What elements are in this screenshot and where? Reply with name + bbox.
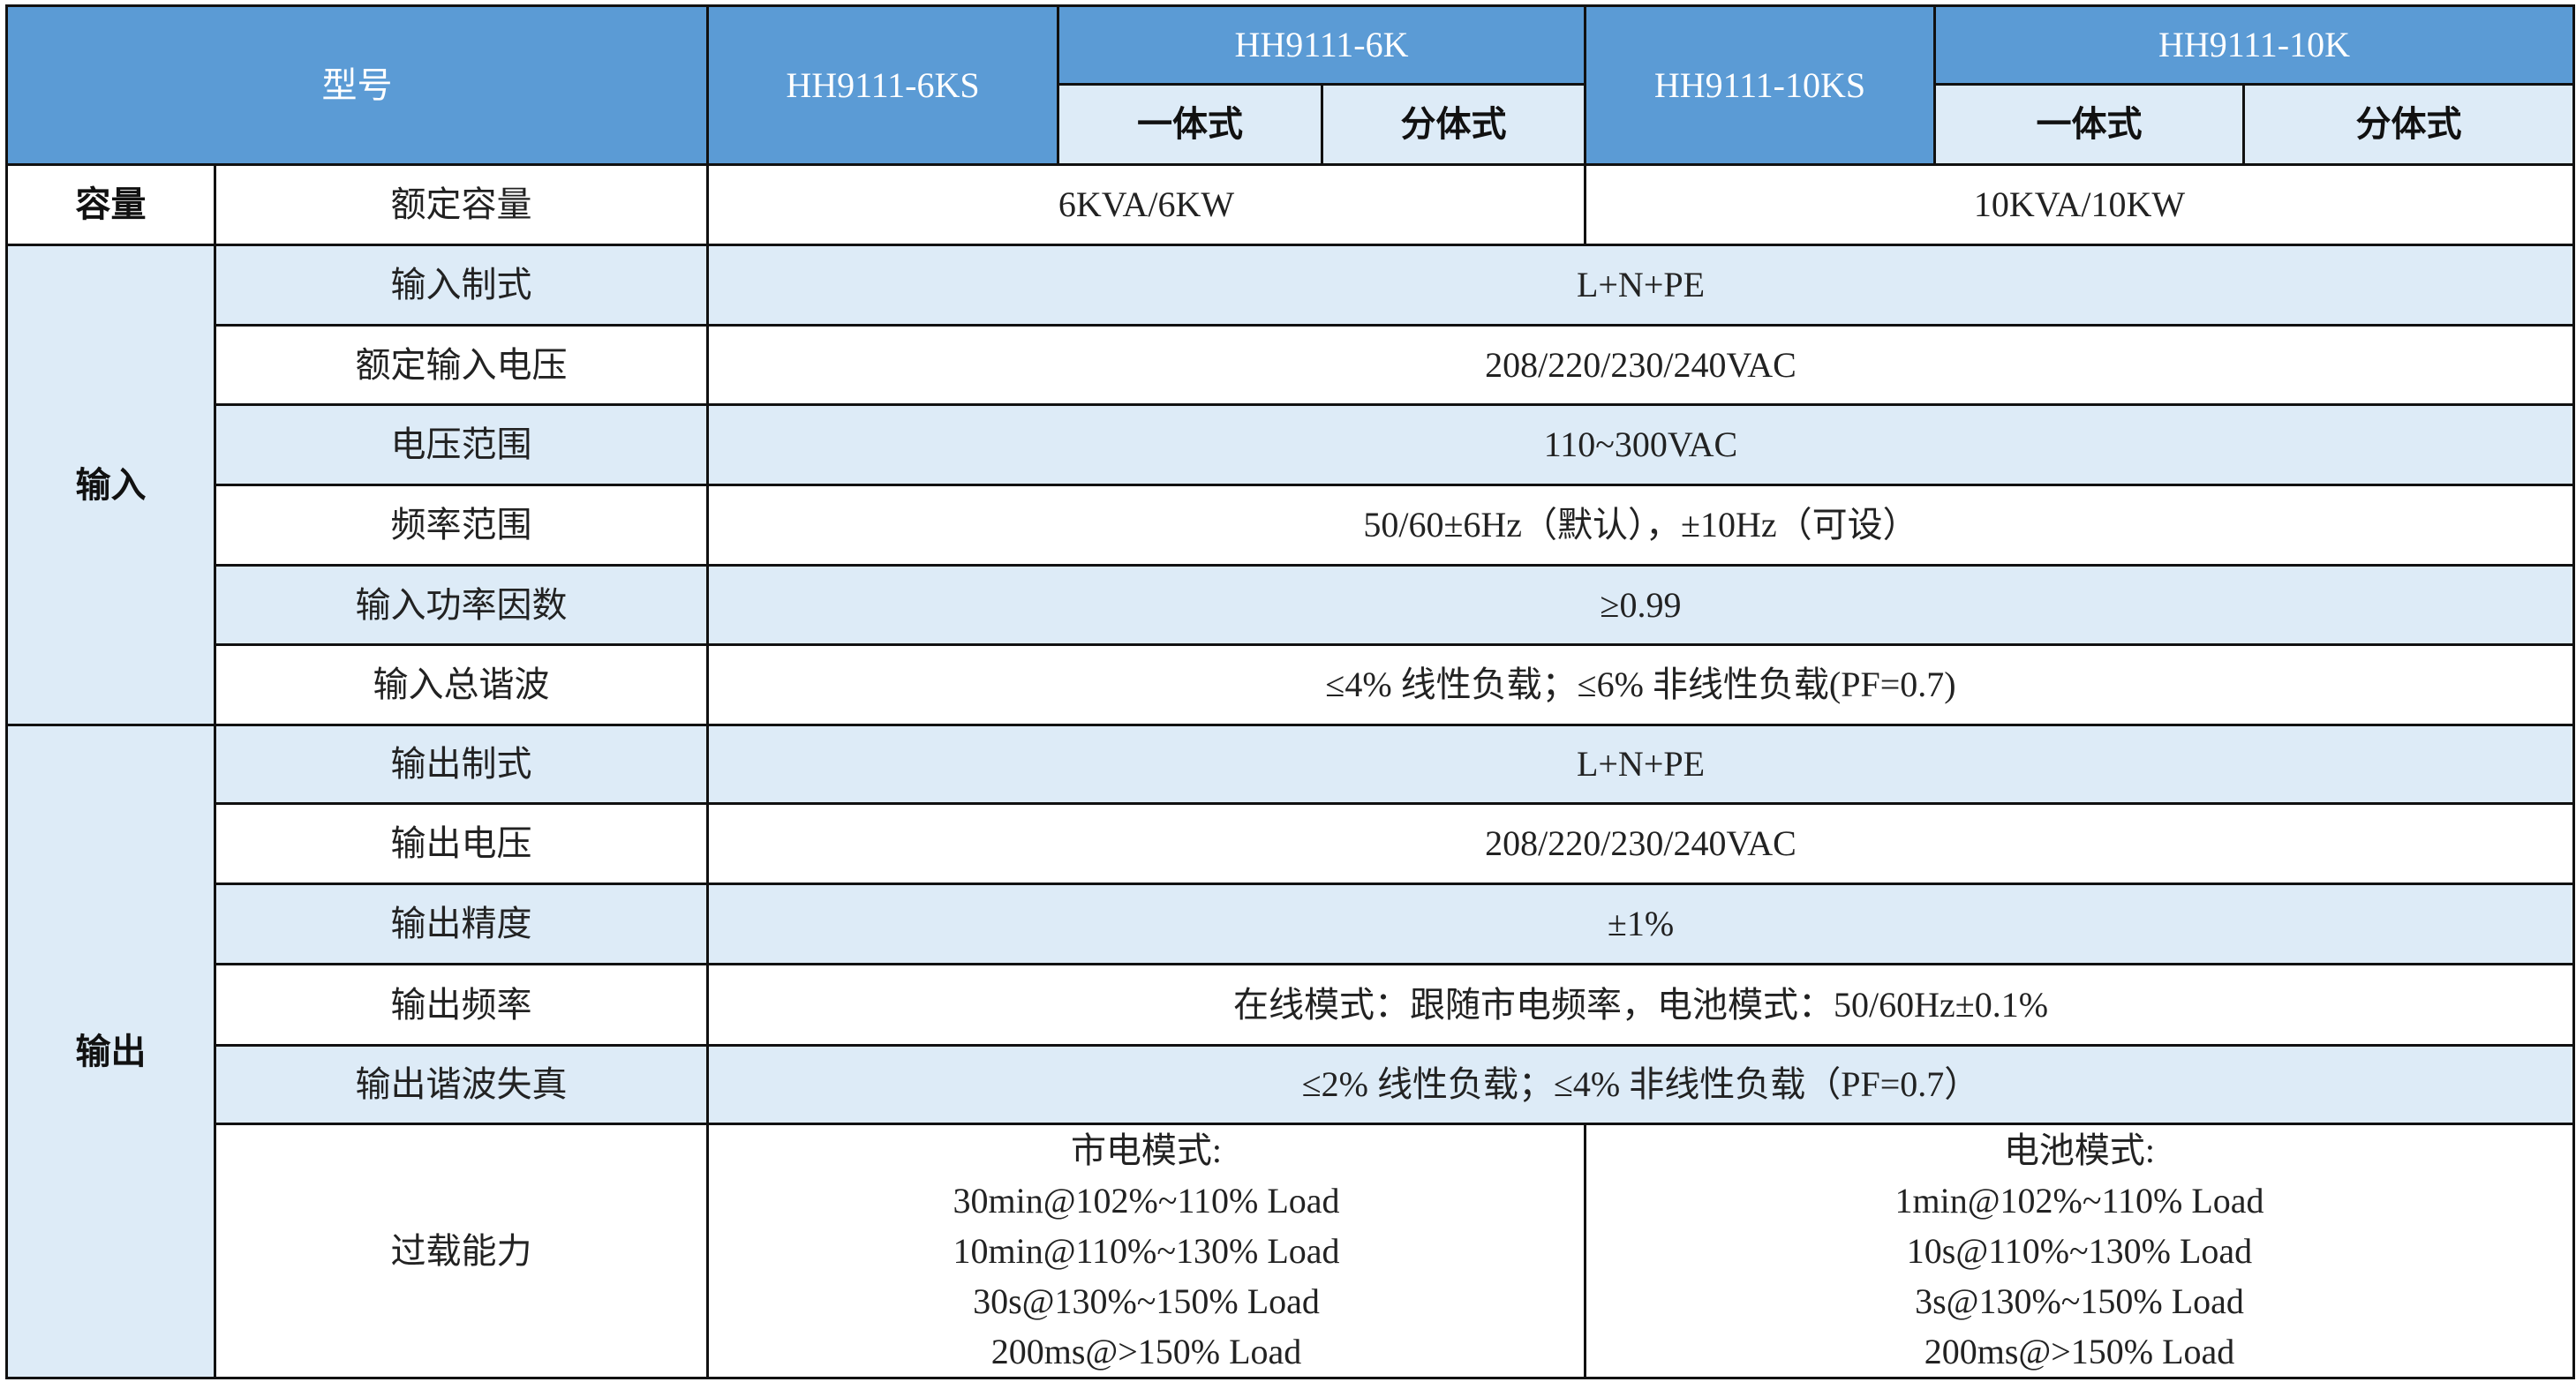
group-output: 输出 xyxy=(5,724,216,1379)
row-label: 过载能力 xyxy=(214,1123,709,1379)
overload-line: 3s@130%~150% Load xyxy=(1915,1281,2244,1321)
row-value: ≤4% 线性负载；≤6% 非线性负载(PF=0.7) xyxy=(706,643,2575,726)
row-value: 110~300VAC xyxy=(706,403,2575,486)
overload-battery-title: 电池模式: xyxy=(2003,1130,2156,1170)
overload-line: 30min@102%~110% Load xyxy=(953,1181,1340,1221)
overload-line: 30s@130%~150% Load xyxy=(973,1281,1320,1321)
row-label: 输入功率因数 xyxy=(214,564,709,646)
row-label: 频率范围 xyxy=(214,484,709,567)
overload-battery: 电池模式: 1min@102%~110% Load 10s@110%~130% … xyxy=(1584,1123,2575,1379)
capacity-10k: 10KVA/10KW xyxy=(1584,163,2575,246)
overload-line: 200ms@>150% Load xyxy=(1924,1332,2235,1371)
row-label: 输出电压 xyxy=(214,802,709,885)
model-6k: HH9111-6K xyxy=(1057,4,1586,86)
model-6ks: HH9111-6KS xyxy=(706,4,1059,166)
row-label: 输出频率 xyxy=(214,963,709,1047)
row-label: 额定输入电压 xyxy=(214,324,709,406)
overload-mains-title: 市电模式: xyxy=(1070,1130,1223,1170)
spec-table: 型号 HH9111-6KS HH9111-6K HH9111-10KS HH91… xyxy=(5,4,2575,1379)
row-value: 在线模式：跟随市电频率，电池模式：50/60Hz±0.1% xyxy=(706,963,2575,1047)
overload-line: 10s@110%~130% Load xyxy=(1906,1231,2253,1271)
overload-line: 1min@102%~110% Load xyxy=(1894,1181,2264,1221)
subtype-10k-split: 分体式 xyxy=(2242,83,2575,166)
subtype-6k-split: 分体式 xyxy=(1321,83,1586,166)
capacity-6k: 6KVA/6KW xyxy=(706,163,1586,246)
overload-mains: 市电模式: 30min@102%~110% Load 10min@110%~13… xyxy=(706,1123,1586,1379)
model-10ks: HH9111-10KS xyxy=(1584,4,1936,166)
row-value: 50/60±6Hz（默认），±10Hz（可设） xyxy=(706,484,2575,567)
row-label: 输入总谐波 xyxy=(214,643,709,726)
subtype-10k-integrated: 一体式 xyxy=(1933,83,2245,166)
model-header: 型号 xyxy=(5,4,709,166)
group-capacity: 容量 xyxy=(5,163,216,246)
overload-line: 200ms@>150% Load xyxy=(990,1332,1302,1371)
row-label: 额定容量 xyxy=(214,163,709,246)
row-value: ±1% xyxy=(706,883,2575,965)
row-value: 208/220/230/240VAC xyxy=(706,324,2575,406)
row-value: 208/220/230/240VAC xyxy=(706,802,2575,885)
row-label: 输出谐波失真 xyxy=(214,1044,709,1125)
row-label: 输出制式 xyxy=(214,724,709,805)
row-value: ≥0.99 xyxy=(706,564,2575,646)
overload-line: 10min@110%~130% Load xyxy=(953,1231,1340,1271)
row-label: 输出精度 xyxy=(214,883,709,965)
row-value: ≤2% 线性负载；≤4% 非线性负载（PF=0.7） xyxy=(706,1044,2575,1125)
subtype-6k-integrated: 一体式 xyxy=(1057,83,1323,166)
row-value: L+N+PE xyxy=(706,724,2575,805)
model-10k: HH9111-10K xyxy=(1933,4,2575,86)
row-value: L+N+PE xyxy=(706,244,2575,327)
row-label: 输入制式 xyxy=(214,244,709,327)
row-label: 电压范围 xyxy=(214,403,709,486)
group-input: 输入 xyxy=(5,244,216,726)
